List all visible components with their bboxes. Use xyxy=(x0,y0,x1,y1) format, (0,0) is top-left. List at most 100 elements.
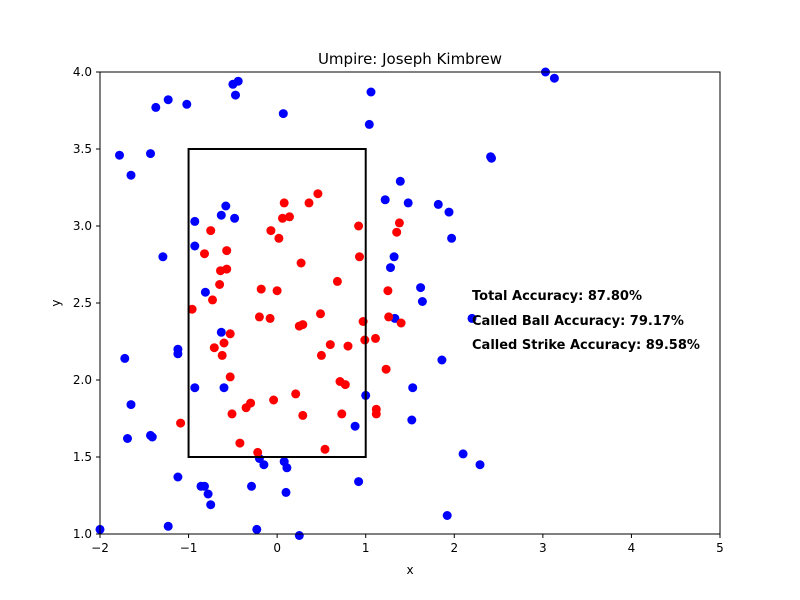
series-1-point-40 xyxy=(333,277,342,286)
chart-title: Umpire: Joseph Kimbrew xyxy=(318,50,502,68)
series-1-point-3 xyxy=(206,226,215,235)
y-tick-label-4: 3.0 xyxy=(73,219,92,233)
series-0-point-31 xyxy=(231,91,240,100)
series-0-point-11 xyxy=(164,95,173,104)
series-0-point-37 xyxy=(279,109,288,118)
series-0-point-54 xyxy=(408,383,417,392)
series-0-point-2 xyxy=(120,354,129,363)
y-tick-label-0: 1.0 xyxy=(73,527,92,541)
series-0-point-27 xyxy=(220,383,229,392)
series-0-point-5 xyxy=(127,400,136,409)
series-1-point-53 xyxy=(383,286,392,295)
x-tick-label-1: −1 xyxy=(180,541,198,555)
series-1-point-17 xyxy=(246,399,255,408)
series-0-point-14 xyxy=(173,349,182,358)
y-tick-label-2: 2.0 xyxy=(73,373,92,387)
series-0-point-59 xyxy=(443,511,452,520)
series-1-point-54 xyxy=(384,312,393,321)
series-1-point-33 xyxy=(298,411,307,420)
series-1-point-37 xyxy=(317,351,326,360)
x-tick-label-2: 0 xyxy=(273,541,281,555)
series-0-point-64 xyxy=(476,460,485,469)
series-1-point-5 xyxy=(210,343,219,352)
series-0-point-15 xyxy=(173,473,182,482)
series-1-point-15 xyxy=(235,439,244,448)
series-0-point-55 xyxy=(416,283,425,292)
series-0-point-30 xyxy=(230,214,239,223)
series-0-point-48 xyxy=(386,263,395,272)
series-0-point-47 xyxy=(381,195,390,204)
y-tick-label-5: 3.5 xyxy=(73,142,92,156)
series-1-point-6 xyxy=(215,280,224,289)
series-0-point-40 xyxy=(282,463,291,472)
series-0-point-51 xyxy=(396,177,405,186)
series-1-point-24 xyxy=(273,286,282,295)
series-0-point-3 xyxy=(123,434,132,443)
series-1-point-35 xyxy=(313,189,322,198)
y-axis-label: y xyxy=(49,299,63,306)
series-0-point-21 xyxy=(200,482,209,491)
series-1-point-19 xyxy=(255,312,264,321)
series-0-point-9 xyxy=(151,103,160,112)
series-1-point-29 xyxy=(291,389,300,398)
series-1-point-31 xyxy=(297,259,306,268)
series-0-point-66 xyxy=(487,154,496,163)
series-0-point-26 xyxy=(217,328,226,337)
series-0-point-32 xyxy=(234,77,243,86)
series-1-point-20 xyxy=(257,285,266,294)
series-1-point-21 xyxy=(266,314,275,323)
called-strike-accuracy-label: Called Strike Accuracy: 89.58% xyxy=(472,338,700,353)
total-accuracy-label: Total Accuracy: 87.80% xyxy=(472,289,642,304)
series-0-point-25 xyxy=(217,211,226,220)
series-0-point-33 xyxy=(247,482,256,491)
x-axis-label: x xyxy=(406,563,413,577)
series-0-point-22 xyxy=(201,288,210,297)
series-1-point-14 xyxy=(228,409,237,418)
series-0-point-62 xyxy=(459,449,468,458)
series-1-point-8 xyxy=(218,351,227,360)
series-1-point-12 xyxy=(226,372,235,381)
series-0-point-49 xyxy=(390,252,399,261)
series-0-point-18 xyxy=(190,242,199,251)
series-0-point-17 xyxy=(190,217,199,226)
series-1-point-49 xyxy=(371,334,380,343)
series-1-point-13 xyxy=(226,329,235,338)
series-1-point-27 xyxy=(280,198,289,207)
series-0-point-19 xyxy=(190,383,199,392)
series-0-point-41 xyxy=(295,531,304,540)
series-0-point-23 xyxy=(204,490,213,499)
x-tick-label-7: 5 xyxy=(716,541,724,555)
series-1-point-36 xyxy=(316,309,325,318)
series-1-point-56 xyxy=(395,218,404,227)
series-1-point-43 xyxy=(341,380,350,389)
y-tick-label-1: 1.5 xyxy=(73,450,92,464)
series-1-point-2 xyxy=(200,249,209,258)
series-1-point-10 xyxy=(222,265,231,274)
series-0-point-53 xyxy=(407,416,416,425)
series-0-point-16 xyxy=(182,100,191,109)
series-0-point-10 xyxy=(158,252,167,261)
series-0-point-6 xyxy=(146,149,155,158)
series-1-point-22 xyxy=(266,226,275,235)
series-0-point-60 xyxy=(445,208,454,217)
series-1-point-32 xyxy=(298,320,307,329)
series-1-point-42 xyxy=(337,409,346,418)
series-0-point-57 xyxy=(434,200,443,209)
series-0-point-61 xyxy=(447,234,456,243)
series-1-point-28 xyxy=(285,212,294,221)
series-1-point-4 xyxy=(208,295,217,304)
series-0-point-34 xyxy=(252,525,261,534)
series-1-point-11 xyxy=(222,246,231,255)
x-tick-label-3: 1 xyxy=(362,541,370,555)
series-1-point-25 xyxy=(274,234,283,243)
series-0-point-46 xyxy=(367,88,376,97)
series-0-point-28 xyxy=(221,202,230,211)
series-1-point-44 xyxy=(344,342,353,351)
series-1-point-45 xyxy=(354,222,363,231)
series-0-point-52 xyxy=(404,198,413,207)
series-1-point-39 xyxy=(326,340,335,349)
series-0-point-39 xyxy=(282,488,291,497)
series-0-point-45 xyxy=(365,120,374,129)
series-0-point-4 xyxy=(127,171,136,180)
